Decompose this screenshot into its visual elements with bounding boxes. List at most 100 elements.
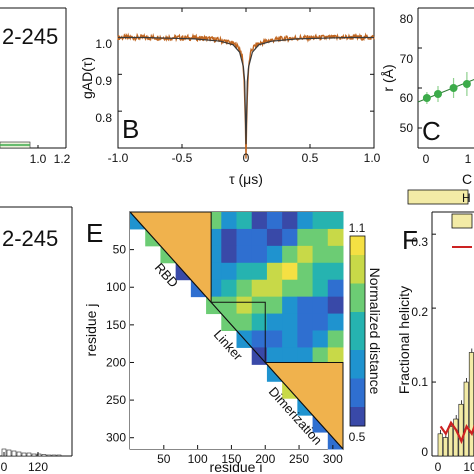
panel-e-colorbar-segment-9 xyxy=(350,312,365,322)
panel-d-bar-9 xyxy=(41,454,47,457)
panel-e-cell-1-10 xyxy=(282,228,298,247)
panel-e-colorbar-label: Normalized distance xyxy=(367,268,383,395)
panel-e-colorbar-frame xyxy=(349,235,366,427)
panel-e-y-tick-label-3: 150 xyxy=(106,318,126,332)
panel-e-cell-6-8 xyxy=(251,313,268,331)
panel-e-cell-4-8 xyxy=(251,279,268,298)
panel-e-y-tick-label-5: 250 xyxy=(106,393,126,407)
panel-f-plot xyxy=(432,233,474,457)
panel-e-x-tick-label-2: 100 xyxy=(188,452,208,466)
panel-e-cell-1-11 xyxy=(297,228,314,247)
panel-d-bar-2 xyxy=(6,449,12,457)
panel-e-colorbar-segment-8 xyxy=(350,302,365,313)
panel-e-colorbar-segment-7 xyxy=(350,293,365,303)
panel-e-cell-1-6 xyxy=(221,228,237,247)
panel-c-y-tick-label-4: 50 xyxy=(400,121,414,135)
panel-d-label: 2-245 xyxy=(2,226,58,251)
panel-e-cell-4-7 xyxy=(236,279,253,298)
panel-d-tick-label-1: 0 xyxy=(1,460,8,474)
panel-e-y-tick-label-1: 50 xyxy=(113,243,127,257)
panel-e-colorbar-segment-6 xyxy=(350,283,365,294)
panel-f-inner-legend-box xyxy=(451,213,473,229)
panel-e-colorbar-segment-15 xyxy=(350,369,365,379)
panel-e-cell-6-11 xyxy=(297,313,314,331)
panel-f-bar-7 xyxy=(468,352,474,457)
panel-e-cell-8-11 xyxy=(297,347,314,365)
panel-e-cell-8-13 xyxy=(327,347,344,365)
panel-e-cell-5-13 xyxy=(327,296,344,315)
panel-d-bar-6 xyxy=(26,452,32,457)
panel-f-red-line xyxy=(439,420,474,445)
panel-e-colorbar-max: 1.1 xyxy=(349,221,366,235)
panel-e-colorbar-segment-14 xyxy=(350,359,365,370)
panel-b-y-tick-label-3: 0.8 xyxy=(95,111,112,125)
panel-e-colorbar-min: 0.5 xyxy=(349,430,366,444)
panel-e-cell-2-8 xyxy=(251,245,268,264)
panel-e-cell-0-12 xyxy=(312,212,329,230)
panel-f-y-axis-label: Fractional helicity xyxy=(396,286,412,394)
panel-e-colorbar-segment-4 xyxy=(350,264,365,275)
panel-f-legend-text: H xyxy=(462,191,471,205)
panel-e-cell-3-10 xyxy=(282,262,298,281)
panel-f-y-tick-label-4: 0 xyxy=(421,445,428,459)
panel-e-colorbar-segment-2 xyxy=(350,245,365,256)
panel-e-cell-5-10 xyxy=(282,296,298,315)
panel-e-letter: E xyxy=(86,218,103,248)
panel-e-cell-8-12 xyxy=(312,347,329,365)
panel-e-cell-4-9 xyxy=(266,279,283,298)
panel-f-legend-box xyxy=(407,189,469,205)
panel-f-x-tick-label-2: 10 xyxy=(463,460,474,474)
panel-e-cell-8-10 xyxy=(282,347,298,365)
panel-e-colorbar-segment-17 xyxy=(350,388,365,398)
panel-e-x-tick-label-1: 50 xyxy=(157,452,171,466)
panel-e-colorbar-segment-20 xyxy=(350,416,365,427)
panel-f-bar-3 xyxy=(448,426,454,457)
panel-e-cell-5-9 xyxy=(266,296,283,315)
panel-f: H F 0.3 0.2 0.1 0 0 10 Fractional helici… xyxy=(396,189,474,474)
panel-c-fit-line xyxy=(417,79,474,103)
panel-a-label: 2-245 xyxy=(2,24,58,49)
panel-e-cell-4-13 xyxy=(327,279,344,298)
panel-b-y-tick-label-2: 0.9 xyxy=(95,74,112,88)
panel-b-x-tick-label-3: 0 xyxy=(243,151,250,165)
panel-b: 0 -1.0 -0.5 0.5 1.0 1.0 0.9 0.8 τ (μs) g… xyxy=(79,7,381,187)
panel-e-colorbar-segment-10 xyxy=(350,321,365,332)
panel-c-x-tick-label-1: 0 xyxy=(423,152,430,166)
panel-e-cell-6-12 xyxy=(312,313,329,331)
panel-e-cell-0-8 xyxy=(251,212,268,230)
panel-e-colorbar-segment-3 xyxy=(350,255,365,265)
panel-d-bar-8 xyxy=(36,453,42,457)
panel-e-ticks: 50 100 150 200 250 300 50 100 150 200 250 300 xyxy=(106,243,343,466)
panel-e-cell-5-12 xyxy=(312,296,329,315)
panel-e-cell-2-13 xyxy=(327,245,344,264)
panel-a-tick-label-1: 1.0 xyxy=(30,152,47,166)
panel-e-cell-4-10 xyxy=(282,279,298,298)
panel-e-cell-0-6 xyxy=(221,212,237,230)
panel-e-cell-7-13 xyxy=(327,330,344,348)
panel-b-x-tick-label-5: 1.0 xyxy=(364,151,381,165)
panel-c-x-tick-label-2: 1 xyxy=(465,152,472,166)
panel-c-point-3 xyxy=(449,84,458,92)
panel-e-cell-2-7 xyxy=(236,245,253,264)
panel-e-colorbar-segment-18 xyxy=(350,397,365,408)
panel-e-cell-4-12 xyxy=(312,279,329,298)
panel-e-cell-2-11 xyxy=(297,245,314,264)
panel-c-x-axis-label: C xyxy=(462,171,472,187)
panel-e-cell-0-13 xyxy=(327,212,344,230)
panel-e-colorbar xyxy=(350,236,365,427)
panel-e-x-tick-label-6: 300 xyxy=(323,452,343,466)
panel-e-cell-6-10 xyxy=(282,313,298,331)
panel-e-y-tick-label-6: 300 xyxy=(106,431,126,445)
panel-e-cell-7-10 xyxy=(282,330,298,348)
panel-e-cell-7-12 xyxy=(312,330,329,348)
panel-b-y-tick-label-1: 1.0 xyxy=(95,37,112,51)
panel-e-y-axis-label: residue j xyxy=(83,304,99,357)
panel-d-bar-12 xyxy=(56,454,62,457)
panel-e-cell-5-8 xyxy=(251,296,268,315)
panel-f-bar-2 xyxy=(442,437,448,457)
panel-e-cell-7-11 xyxy=(297,330,314,348)
panel-d-bars xyxy=(1,448,62,457)
panel-e-cell-1-7 xyxy=(236,228,253,247)
